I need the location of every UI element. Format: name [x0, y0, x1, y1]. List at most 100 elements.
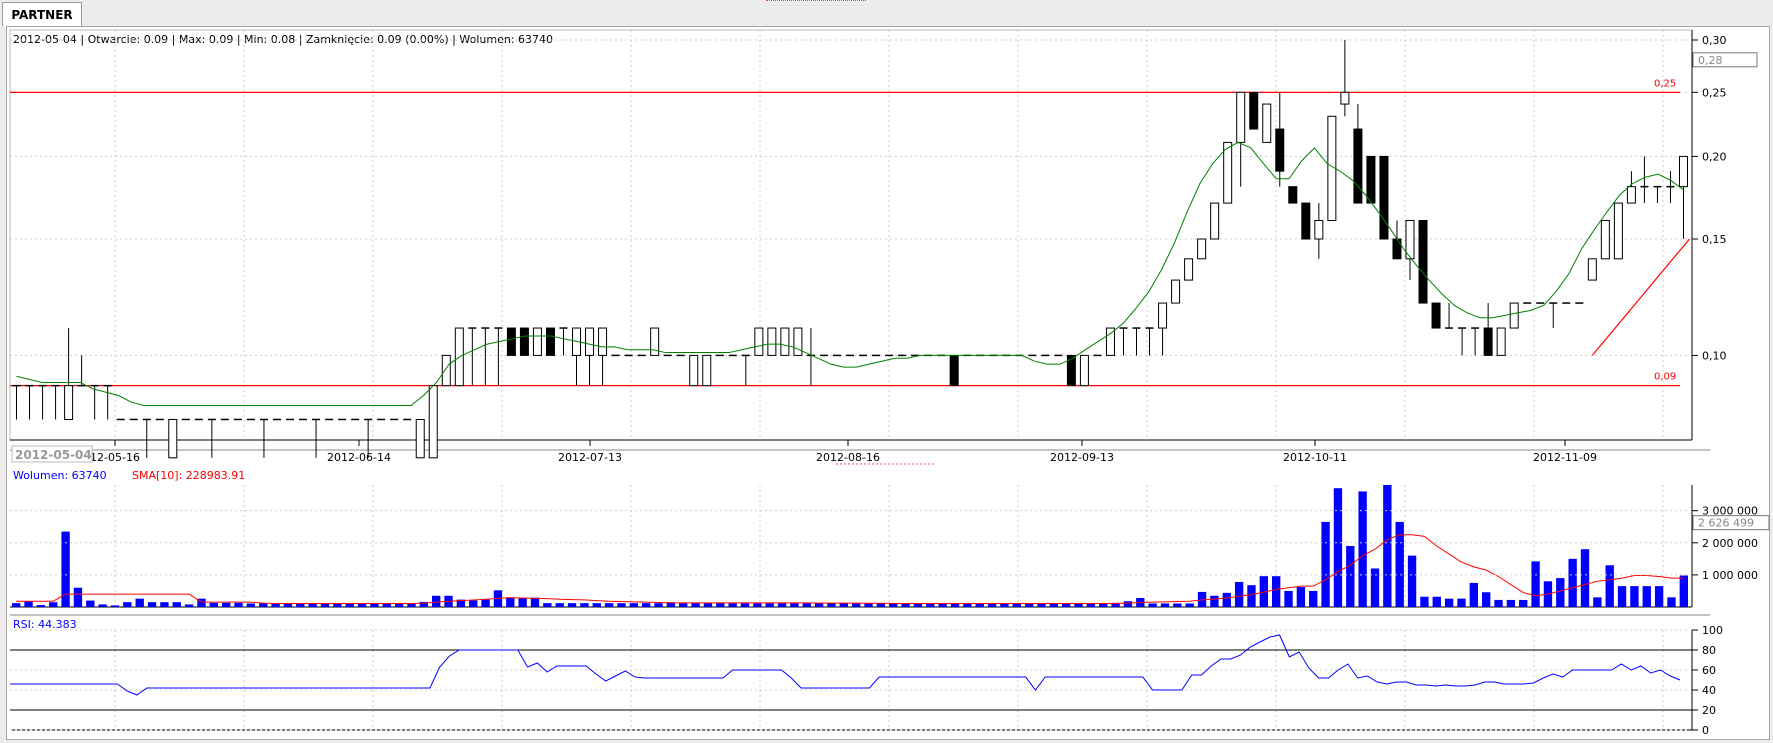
volume-bar — [296, 603, 305, 607]
volume-bar — [1531, 561, 1540, 607]
volume-bar — [246, 603, 256, 607]
candle-body — [1210, 202, 1220, 240]
volume-bar — [382, 603, 391, 607]
candle-body — [1587, 258, 1597, 281]
candle-body — [1483, 327, 1493, 356]
volume-bar — [567, 603, 577, 607]
volume-bar — [1185, 603, 1194, 607]
volume-bar — [283, 603, 293, 607]
volume-bar — [926, 603, 935, 607]
candle-body — [1171, 279, 1181, 304]
volume-bar — [1062, 603, 1071, 607]
volume-axis-label: 2 000 000 — [1702, 537, 1758, 550]
volume-bar — [1519, 599, 1528, 607]
volume-bar — [1395, 521, 1404, 607]
volume-bar — [629, 603, 638, 607]
volume-bar — [110, 605, 120, 607]
date-axis-label: 2012-10-11 — [1283, 451, 1347, 464]
rsi-axis-label: 60 — [1702, 664, 1716, 677]
volume-bar — [24, 601, 33, 607]
volume-bar — [975, 603, 984, 607]
rsi-axis-label: 0 — [1702, 724, 1709, 737]
volume-bar — [827, 603, 836, 607]
volume-bar — [184, 604, 194, 607]
volume-bar — [913, 603, 923, 607]
candle-body — [1066, 354, 1076, 387]
candle-body — [1405, 219, 1415, 260]
candle-body — [1105, 327, 1115, 356]
volume-bar — [1667, 597, 1676, 607]
volume-bar — [1272, 576, 1281, 607]
volume-bar — [308, 603, 317, 607]
volume-bar — [889, 603, 898, 607]
candle-body — [949, 354, 959, 387]
volume-bar — [1148, 603, 1157, 607]
volume-bar — [814, 603, 824, 607]
candle-body — [689, 354, 699, 387]
candle-body — [1600, 219, 1610, 260]
volume-bar — [1012, 603, 1021, 607]
volume-bar — [617, 603, 626, 607]
candle-body — [780, 327, 790, 356]
volume-bar — [432, 595, 441, 607]
volume-bar — [876, 603, 886, 607]
volume-bar — [543, 603, 552, 607]
volume-bar — [864, 603, 873, 607]
rsi-line — [10, 634, 1681, 696]
volume-bar — [481, 599, 490, 607]
volume-bar — [419, 601, 428, 607]
volume-bar — [1049, 603, 1058, 607]
candle-body — [1079, 354, 1089, 387]
volume-bar — [1593, 597, 1602, 607]
volume-bar — [1346, 546, 1355, 607]
candle-body — [168, 418, 178, 459]
rsi-axis-label: 20 — [1702, 704, 1716, 717]
volume-bar — [592, 603, 601, 607]
candle-body — [1379, 155, 1389, 240]
volume-bar — [1420, 596, 1429, 607]
candle-body — [1418, 219, 1428, 304]
volume-bar — [777, 603, 787, 607]
price-current-box — [1692, 52, 1758, 68]
candle-body — [793, 327, 803, 356]
volume-bar — [160, 602, 169, 607]
volume-bar — [135, 598, 144, 607]
volume-bar — [1099, 603, 1108, 607]
rsi-axis-label: 80 — [1702, 644, 1716, 657]
candle-body — [1353, 128, 1363, 204]
candle-body — [702, 354, 712, 387]
candle-body — [1288, 186, 1298, 204]
volume-bar — [1679, 575, 1688, 607]
volume-bar — [1321, 521, 1330, 607]
tab-bar: PARTNER — [0, 0, 1773, 26]
volume-bar — [234, 602, 243, 607]
volume-bar — [1383, 485, 1392, 607]
volume-bar — [1296, 587, 1306, 607]
volume-bar — [1642, 586, 1651, 607]
volume-current-value: 2 626 499 — [1698, 517, 1754, 530]
price-axis-label: 0,10 — [1702, 349, 1727, 362]
candle-body — [1236, 91, 1246, 143]
volume-bar — [691, 603, 700, 607]
tab-partner[interactable]: PARTNER — [2, 2, 82, 26]
volume-bar — [1506, 599, 1516, 607]
volume-bar — [1074, 603, 1083, 607]
volume-bar — [1284, 590, 1293, 607]
candle-body — [1197, 238, 1207, 260]
volume-bar — [950, 603, 960, 607]
rsi-axis-label: 40 — [1702, 684, 1716, 697]
volume-bar — [12, 603, 21, 607]
volume-bar — [271, 603, 280, 607]
candle-body — [545, 327, 555, 356]
candle-body — [1184, 258, 1194, 281]
volume-bar — [469, 600, 478, 607]
volume-current-box — [1692, 515, 1770, 531]
volume-bar — [1444, 598, 1454, 607]
candle-body — [1509, 302, 1519, 329]
volume-bar — [852, 603, 861, 607]
volume-bar — [456, 599, 466, 607]
date-cursor-label: 2012-05-04 — [15, 448, 92, 462]
volume-bar — [1086, 603, 1096, 607]
volume-bar — [963, 603, 972, 607]
